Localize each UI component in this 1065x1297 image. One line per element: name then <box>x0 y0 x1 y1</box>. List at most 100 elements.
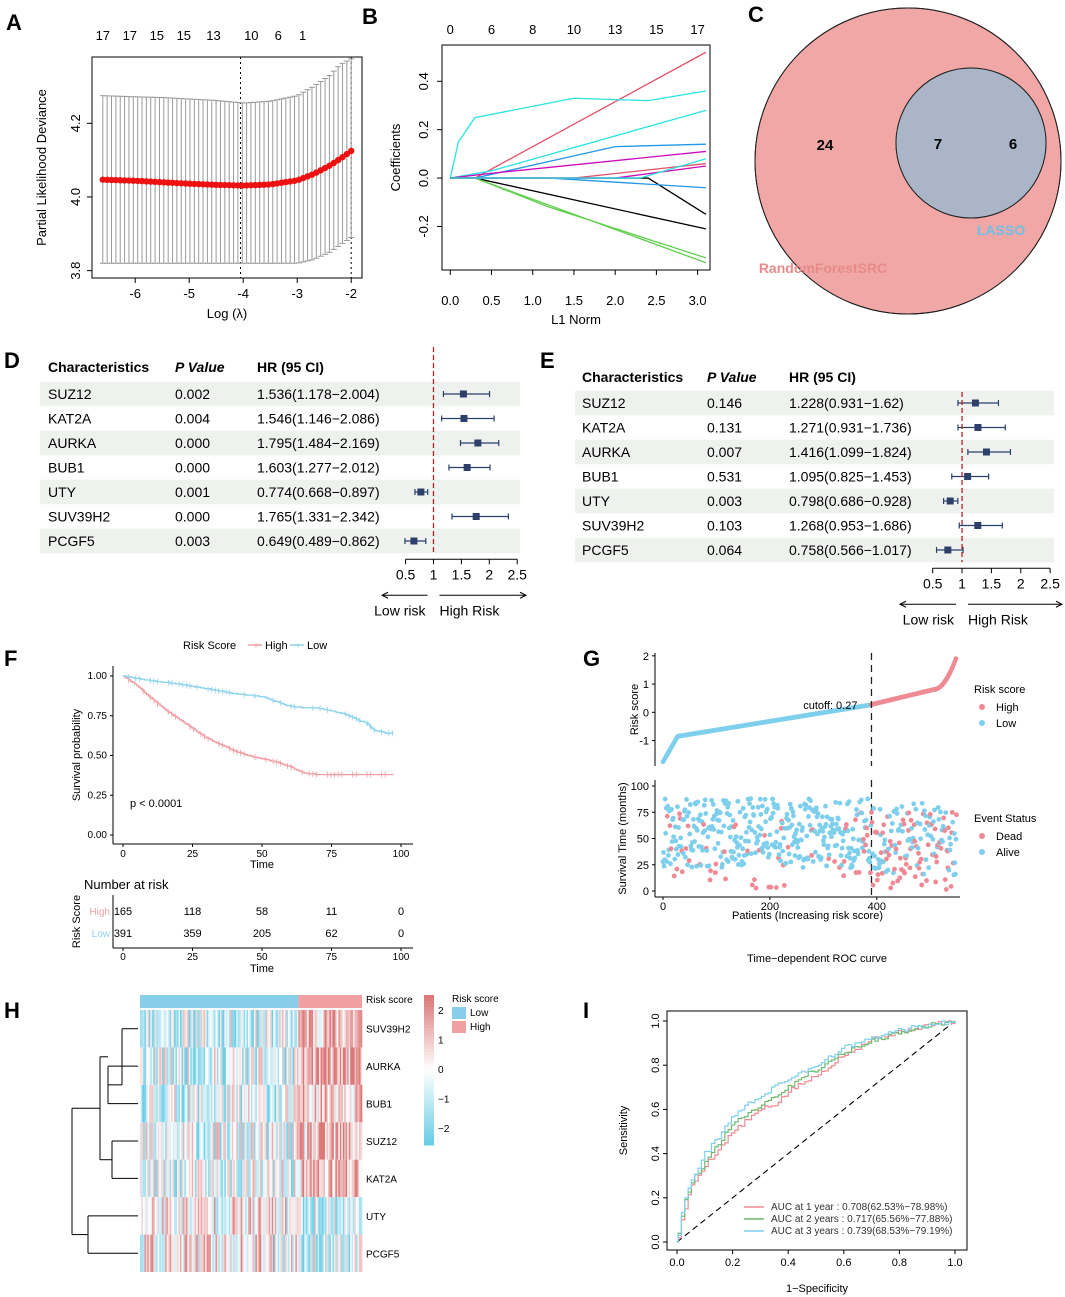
x-tick-label: -5 <box>183 286 195 301</box>
heatmap-cell <box>353 1234 355 1272</box>
heatmap-cell <box>230 1197 233 1235</box>
heatmap-cell <box>200 1084 203 1123</box>
survival-point <box>680 850 686 856</box>
heatmap-cell <box>177 1197 179 1235</box>
row-name: BUB1 <box>582 469 619 485</box>
survival-curve <box>123 675 394 734</box>
heatmap-cell <box>316 1234 318 1272</box>
survival-point <box>678 835 684 841</box>
heatmap-cell <box>221 1047 224 1085</box>
heatmap-cell <box>188 1084 191 1123</box>
heatmap-cell <box>212 1010 215 1048</box>
survival-point <box>897 875 903 881</box>
heatmap-cell <box>286 1122 289 1160</box>
survival-point <box>942 828 948 834</box>
survival-point <box>662 796 668 802</box>
heatmap-cell <box>339 1047 342 1085</box>
heatmap-cell <box>199 1197 201 1235</box>
survival-point <box>823 803 828 809</box>
survival-point <box>902 870 908 876</box>
heatmap-cell <box>177 1159 179 1198</box>
heatmap-cell <box>145 1234 148 1272</box>
heatmap-cell <box>199 1047 201 1085</box>
colorbar-segment <box>424 1061 434 1065</box>
survival-point <box>841 859 847 864</box>
heatmap-cell <box>268 1159 271 1198</box>
heatmap-cell <box>265 1122 268 1160</box>
row-hr: 1.095(0.825−1.453) <box>789 469 912 485</box>
survival-point <box>839 845 845 851</box>
heatmap-cell <box>252 1234 255 1272</box>
heatmap-cell <box>283 1047 286 1085</box>
heatmap-cell <box>209 1159 212 1198</box>
cv-point <box>348 147 355 155</box>
heatmap-cell <box>184 1234 187 1272</box>
heatmap-cell <box>215 1010 218 1048</box>
heatmap-cell <box>285 1047 287 1085</box>
x-tick-label: 25 <box>187 849 199 860</box>
risk-table-ylabel: Risk Score <box>71 895 83 948</box>
row-hr: 0.649(0.489−0.862) <box>257 533 380 549</box>
heatmap-cell <box>347 1047 349 1085</box>
heatmap-cell <box>332 1159 335 1198</box>
heatmap-cell <box>293 1159 296 1198</box>
panel-label-e: E <box>540 348 555 373</box>
survival-point <box>932 807 937 813</box>
heatmap-cell <box>228 1197 231 1235</box>
heatmap-cell <box>215 1197 218 1235</box>
survival-point <box>942 877 948 883</box>
heatmap-cell <box>327 1159 330 1198</box>
heatmap-cell <box>150 1122 153 1160</box>
survival-point <box>682 807 688 813</box>
x-axis-title: L1 Norm <box>551 312 601 327</box>
heatmap-cell <box>227 1159 230 1198</box>
heatmap-cell <box>221 1010 224 1048</box>
heatmap-cell <box>230 1047 233 1085</box>
heatmap-cell <box>289 1047 292 1085</box>
heatmap-cell <box>194 1234 197 1272</box>
heatmap-cell <box>174 1159 176 1198</box>
survival-point <box>896 840 902 846</box>
heatmap-cell <box>203 1047 206 1085</box>
heatmap-cell <box>251 1159 253 1198</box>
heatmap-cell <box>239 1234 241 1272</box>
heatmap-cell <box>227 1047 230 1085</box>
survival-point <box>830 821 835 827</box>
heatmap-cell <box>145 1084 148 1123</box>
heatmap-cell <box>246 1122 249 1160</box>
heatmap-cell <box>160 1084 163 1123</box>
panel-label-a: A <box>6 10 22 35</box>
heatmap-legend-title: Risk score <box>452 994 499 1005</box>
heatmap-cell <box>179 1084 182 1123</box>
heatmap-cell <box>319 1197 321 1235</box>
survival-point <box>698 812 703 818</box>
row-p-value: 0.000 <box>175 509 210 525</box>
heatmap-cell <box>308 1234 311 1272</box>
risk-table-count: 0 <box>398 906 404 918</box>
legend-swatch-low <box>452 1007 466 1019</box>
heatmap-cell <box>274 1047 277 1085</box>
heatmap-cell <box>200 1010 203 1048</box>
heatmap-cell <box>255 1084 258 1123</box>
heatmap-cell <box>177 1234 179 1272</box>
survival-point <box>853 817 858 823</box>
survival-point <box>722 849 727 855</box>
survival-point <box>773 885 779 890</box>
heatmap-cell <box>356 1234 358 1272</box>
heatmap-cell <box>329 1234 332 1272</box>
heatmap-cell <box>153 1122 156 1160</box>
heatmap-cell <box>140 1234 142 1272</box>
heatmap-cell <box>354 1010 357 1048</box>
heatmap-cell <box>144 1197 147 1235</box>
survival-point <box>897 855 903 861</box>
survival-point <box>925 842 931 848</box>
survival-point <box>877 806 883 812</box>
survival-point <box>810 859 816 864</box>
survival-point <box>745 848 750 854</box>
top-y-tick-label: -1 <box>639 736 649 748</box>
survival-point <box>773 839 779 845</box>
heatmap-cell <box>332 1234 335 1272</box>
x-tick-label: -3 <box>291 286 303 301</box>
heatmap-cell <box>307 1122 310 1160</box>
heatmap-cell <box>326 1234 329 1272</box>
